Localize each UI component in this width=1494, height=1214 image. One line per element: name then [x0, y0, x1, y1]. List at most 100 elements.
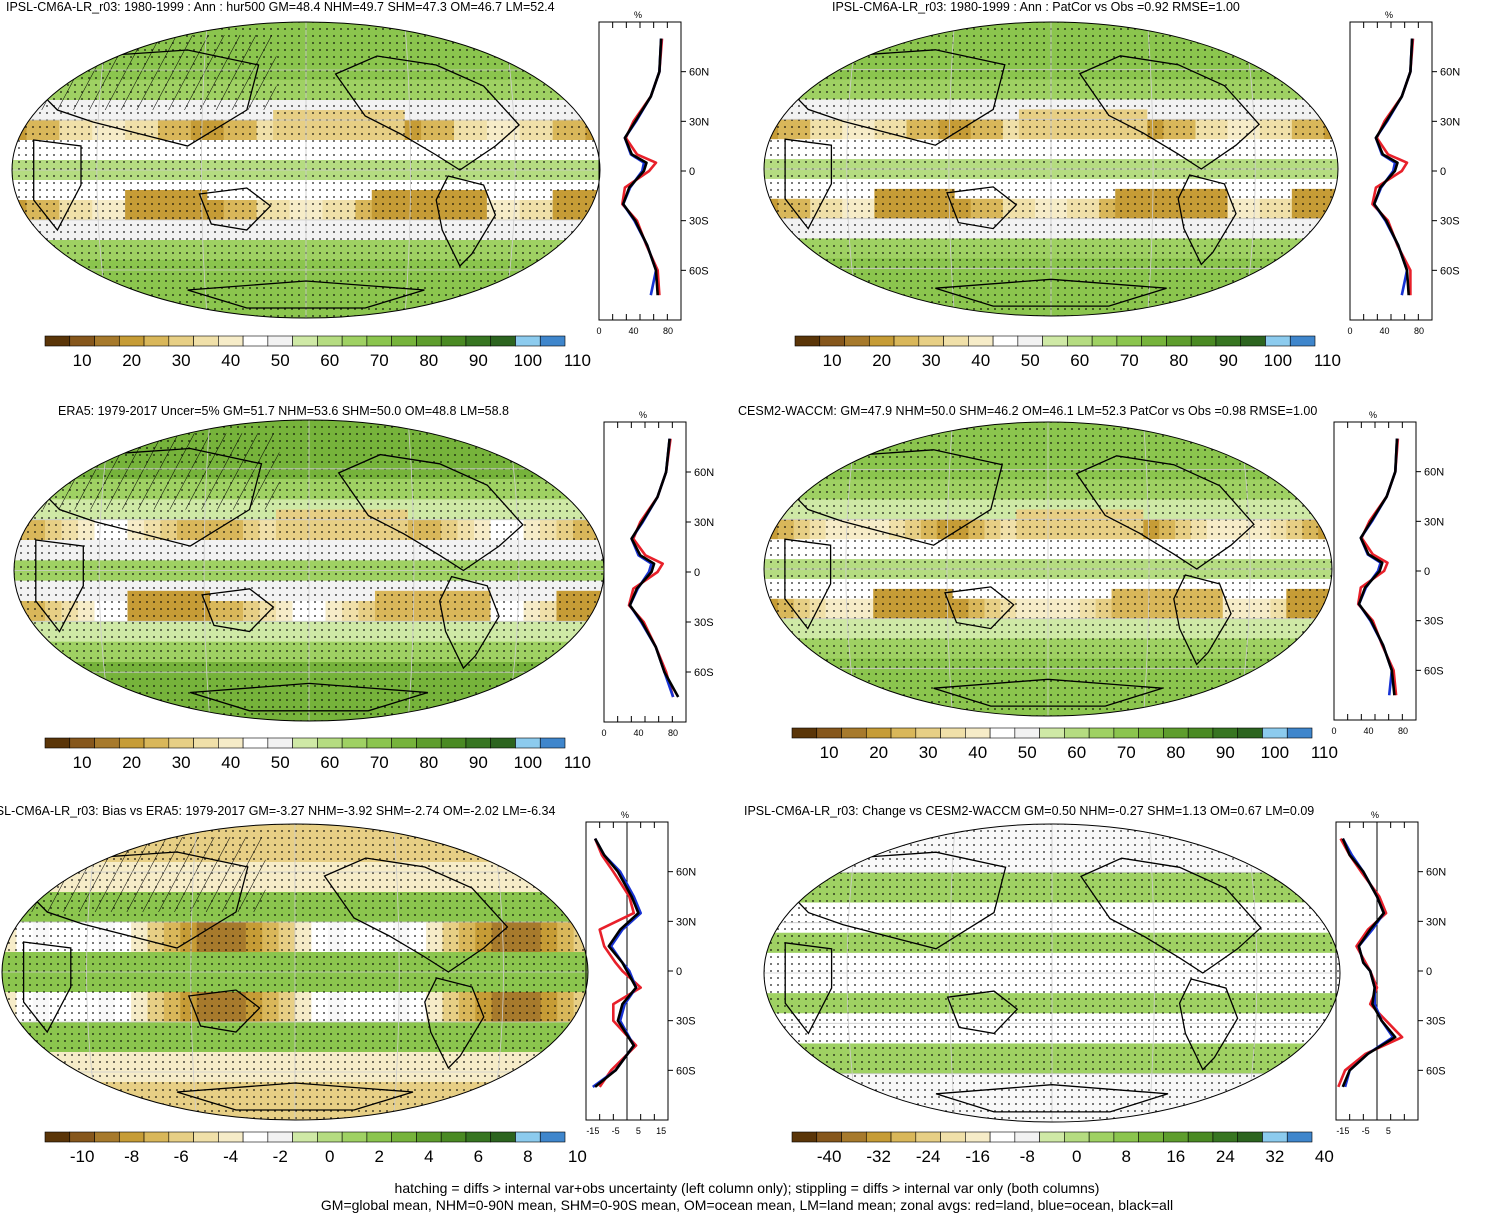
- map-cell: [519, 290, 537, 301]
- map-cell: [1238, 688, 1256, 699]
- map-cell: [778, 79, 795, 91]
- map-cell: [1254, 668, 1272, 679]
- map-cell: [1143, 422, 1160, 431]
- map-cell: [144, 428, 162, 439]
- map-cell: [1286, 678, 1303, 689]
- map-cell: [59, 270, 77, 281]
- map-cell: [778, 89, 795, 101]
- map-cell: [125, 30, 143, 41]
- map-cell: [1147, 22, 1164, 31]
- map-cell: [111, 420, 129, 429]
- colorbar-swatch: [915, 727, 941, 739]
- map-cell: [826, 39, 843, 51]
- map-cell: [1286, 422, 1303, 431]
- map-cell: [764, 258, 779, 269]
- map-cell: [793, 688, 811, 699]
- map-cell: [14, 651, 30, 663]
- map-cell: [190, 310, 208, 318]
- map-cell: [536, 50, 554, 61]
- world-map-hur500-model: [11, 21, 601, 319]
- map-cell: [1275, 278, 1293, 289]
- map-cell: [809, 429, 827, 441]
- map-cell: [12, 30, 28, 41]
- map-cell: [503, 300, 521, 311]
- colorbar-swatch: [515, 737, 541, 749]
- map-cell: [1191, 708, 1208, 716]
- map-cell: [536, 310, 554, 318]
- colorbar-swatch: [94, 335, 120, 347]
- map-cell: [193, 712, 211, 721]
- map-cell: [556, 712, 574, 721]
- map-cell: [858, 298, 875, 309]
- map-cell: [826, 308, 843, 316]
- map-cell: [26, 250, 44, 261]
- map-cell: [1243, 288, 1261, 299]
- map-cell: [61, 458, 79, 470]
- map-cell: [1175, 708, 1192, 716]
- map-cell: [49, 832, 67, 843]
- map-cell: [556, 662, 574, 673]
- map-cell: [16, 872, 34, 883]
- zonal-line-all: [1357, 438, 1399, 696]
- world-map-patcor: [763, 21, 1339, 317]
- map-cell: [32, 862, 50, 873]
- map-cell: [810, 59, 827, 71]
- zonal-lat-label: 0: [689, 166, 695, 178]
- map-cell: [793, 479, 811, 491]
- map-cell: [826, 278, 843, 289]
- map-cell: [552, 290, 570, 301]
- zonal-x-tick-label: 80: [663, 326, 673, 336]
- map-cell: [826, 288, 843, 299]
- zonal-x-tick-label: 80: [668, 728, 678, 738]
- map-cell: [1307, 39, 1325, 51]
- map-border: [763, 21, 1339, 317]
- map-cell: [490, 702, 508, 714]
- colorbar-swatch: [940, 727, 966, 739]
- map-cell: [158, 22, 176, 31]
- map-cell: [2, 852, 17, 863]
- map-cell: [764, 479, 779, 491]
- map-cell: [794, 29, 811, 41]
- map-cell: [404, 22, 422, 31]
- map-cell: [1307, 29, 1325, 41]
- map-cell: [470, 22, 488, 31]
- zonal-lat-label: 60S: [1440, 265, 1460, 277]
- zonal-unit-label: %: [1369, 410, 1377, 420]
- map-cell: [793, 648, 811, 659]
- colorbar-swatch: [341, 737, 368, 749]
- map-cell: [1275, 22, 1293, 31]
- map-cell: [14, 438, 30, 450]
- colorbar-label: 80: [1169, 351, 1188, 370]
- colorbar-swatch: [968, 335, 994, 347]
- world-map-cesm2: [763, 421, 1333, 717]
- map-cell: [556, 438, 574, 450]
- map-cell: [144, 702, 162, 714]
- map-cell: [108, 300, 126, 311]
- map-cell: [12, 22, 28, 31]
- map-cell: [540, 420, 558, 429]
- longitude-gridline: [404, 22, 411, 318]
- zonal-line-ocean: [621, 38, 663, 296]
- map-cell: [764, 628, 779, 640]
- map-cell: [841, 688, 858, 699]
- zonal-lat-label: 60N: [689, 67, 709, 79]
- map-cell: [556, 692, 574, 704]
- map-cell: [94, 438, 112, 450]
- map-cell: [519, 310, 537, 318]
- map-cell: [32, 824, 50, 833]
- map-cell: [764, 618, 779, 630]
- map-cell: [141, 30, 159, 41]
- map-cell: [764, 698, 779, 709]
- map-cell: [777, 698, 795, 709]
- map-cell: [810, 278, 827, 289]
- map-cell: [65, 832, 83, 843]
- map-cell: [491, 852, 509, 863]
- map-cell: [26, 30, 44, 41]
- map-cell: [78, 420, 96, 429]
- map-cell: [1238, 698, 1256, 709]
- map-cell: [141, 310, 159, 318]
- map-cell: [873, 698, 890, 709]
- coastline: [1078, 55, 1261, 170]
- map-cell: [503, 310, 521, 318]
- map-cell: [777, 422, 795, 431]
